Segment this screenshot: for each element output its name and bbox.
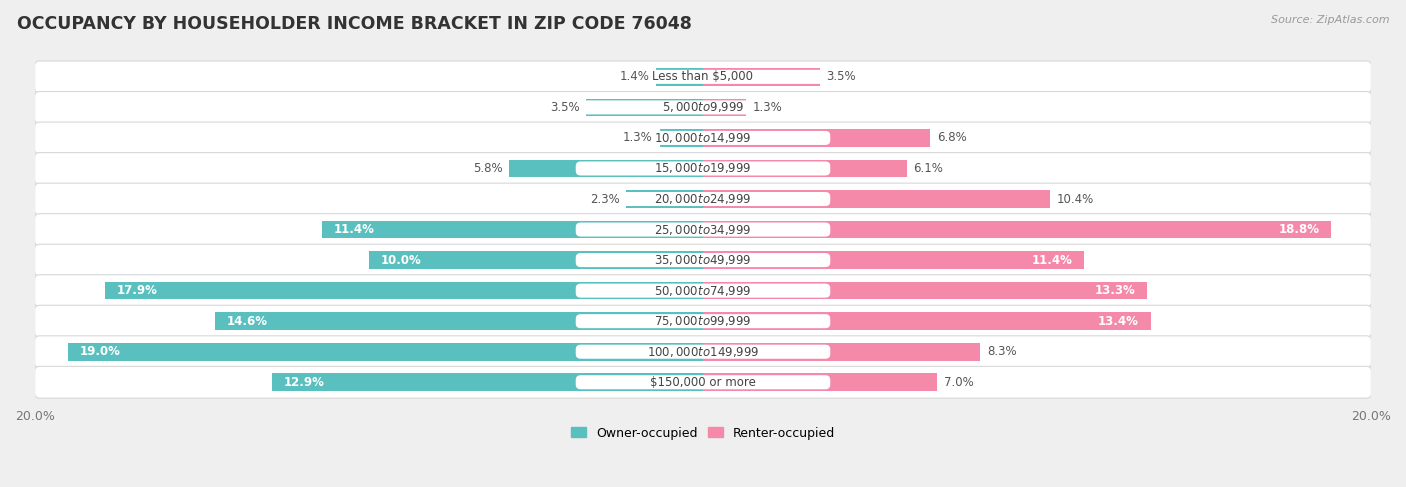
Text: $5,000 to $9,999: $5,000 to $9,999	[662, 100, 744, 114]
Text: $15,000 to $19,999: $15,000 to $19,999	[654, 162, 752, 175]
FancyBboxPatch shape	[575, 223, 831, 237]
Text: 6.8%: 6.8%	[936, 131, 966, 145]
FancyBboxPatch shape	[35, 183, 1371, 215]
Text: 5.8%: 5.8%	[472, 162, 502, 175]
Text: 13.4%: 13.4%	[1098, 315, 1139, 328]
Bar	[509, 160, 703, 177]
FancyBboxPatch shape	[35, 275, 1371, 306]
FancyBboxPatch shape	[35, 214, 1371, 245]
Text: $150,000 or more: $150,000 or more	[650, 376, 756, 389]
Text: $25,000 to $34,999: $25,000 to $34,999	[654, 223, 752, 237]
Text: 10.4%: 10.4%	[1057, 192, 1094, 206]
Bar	[703, 190, 1050, 208]
FancyBboxPatch shape	[35, 305, 1371, 337]
Text: 17.9%: 17.9%	[117, 284, 157, 297]
Text: 12.9%: 12.9%	[284, 376, 325, 389]
Bar	[69, 343, 703, 360]
Text: 13.3%: 13.3%	[1095, 284, 1136, 297]
Text: 14.6%: 14.6%	[226, 315, 269, 328]
Bar	[659, 129, 703, 147]
FancyBboxPatch shape	[35, 92, 1371, 123]
Text: Less than $5,000: Less than $5,000	[652, 70, 754, 83]
Text: $75,000 to $99,999: $75,000 to $99,999	[654, 314, 752, 328]
Text: 1.3%: 1.3%	[623, 131, 652, 145]
Bar	[703, 98, 747, 116]
Bar	[273, 374, 703, 391]
FancyBboxPatch shape	[575, 345, 831, 359]
FancyBboxPatch shape	[575, 162, 831, 175]
Bar	[703, 129, 931, 147]
Text: 11.4%: 11.4%	[1031, 254, 1073, 266]
Text: $100,000 to $149,999: $100,000 to $149,999	[647, 345, 759, 359]
Bar	[626, 190, 703, 208]
Text: 10.0%: 10.0%	[381, 254, 422, 266]
FancyBboxPatch shape	[575, 100, 831, 114]
Text: 6.1%: 6.1%	[914, 162, 943, 175]
Text: 3.5%: 3.5%	[827, 70, 856, 83]
FancyBboxPatch shape	[35, 336, 1371, 368]
FancyBboxPatch shape	[35, 122, 1371, 154]
Bar	[586, 98, 703, 116]
FancyBboxPatch shape	[575, 375, 831, 389]
Bar	[703, 68, 820, 86]
FancyBboxPatch shape	[575, 192, 831, 206]
FancyBboxPatch shape	[35, 152, 1371, 185]
Bar	[657, 68, 703, 86]
FancyBboxPatch shape	[575, 131, 831, 145]
Text: 2.3%: 2.3%	[589, 192, 620, 206]
Text: 7.0%: 7.0%	[943, 376, 973, 389]
FancyBboxPatch shape	[575, 253, 831, 267]
FancyBboxPatch shape	[35, 244, 1371, 276]
Bar	[703, 221, 1331, 239]
Text: OCCUPANCY BY HOUSEHOLDER INCOME BRACKET IN ZIP CODE 76048: OCCUPANCY BY HOUSEHOLDER INCOME BRACKET …	[17, 15, 692, 33]
Text: 18.8%: 18.8%	[1278, 223, 1319, 236]
Text: 1.3%: 1.3%	[754, 101, 783, 114]
Text: 3.5%: 3.5%	[550, 101, 579, 114]
Bar	[703, 312, 1150, 330]
FancyBboxPatch shape	[35, 61, 1371, 93]
Bar	[703, 251, 1084, 269]
FancyBboxPatch shape	[35, 366, 1371, 398]
Bar	[703, 282, 1147, 300]
Text: 8.3%: 8.3%	[987, 345, 1017, 358]
Text: $20,000 to $24,999: $20,000 to $24,999	[654, 192, 752, 206]
Text: 19.0%: 19.0%	[80, 345, 121, 358]
Legend: Owner-occupied, Renter-occupied: Owner-occupied, Renter-occupied	[567, 422, 839, 445]
Text: $35,000 to $49,999: $35,000 to $49,999	[654, 253, 752, 267]
Bar	[322, 221, 703, 239]
FancyBboxPatch shape	[575, 314, 831, 328]
Bar	[105, 282, 703, 300]
Bar	[703, 343, 980, 360]
Bar	[703, 160, 907, 177]
FancyBboxPatch shape	[575, 283, 831, 298]
Text: 1.4%: 1.4%	[620, 70, 650, 83]
Bar	[215, 312, 703, 330]
Bar	[703, 374, 936, 391]
FancyBboxPatch shape	[575, 70, 831, 84]
Bar	[368, 251, 703, 269]
Text: $50,000 to $74,999: $50,000 to $74,999	[654, 283, 752, 298]
Text: 11.4%: 11.4%	[333, 223, 375, 236]
Text: $10,000 to $14,999: $10,000 to $14,999	[654, 131, 752, 145]
Text: Source: ZipAtlas.com: Source: ZipAtlas.com	[1271, 15, 1389, 25]
